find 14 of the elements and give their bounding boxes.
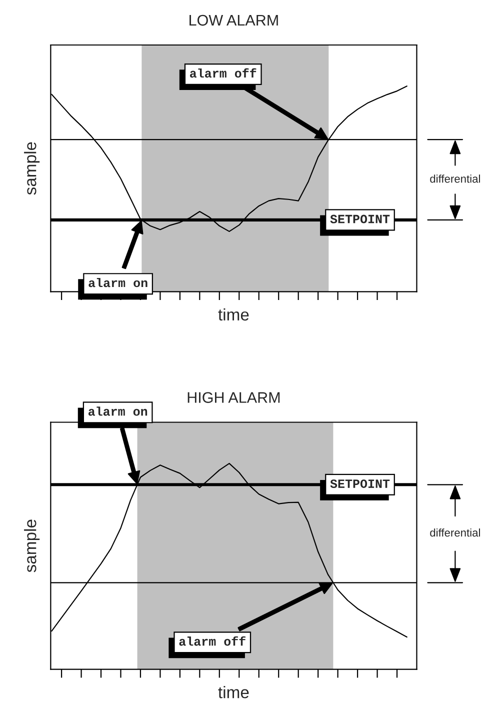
chart-title: LOW ALARM bbox=[190, 14, 278, 26]
ref-line-label: SETPOINT bbox=[330, 480, 390, 488]
chart-title: HIGH ALARM bbox=[188, 392, 280, 403]
annotation: alarm off bbox=[179, 636, 246, 646]
text: alarm off bbox=[190, 68, 256, 78]
ref-line-label: SETPOINT bbox=[330, 214, 390, 224]
text: alarm on bbox=[88, 406, 148, 416]
y-axis-title: sample bbox=[24, 142, 40, 195]
annotation: alarm on bbox=[88, 278, 148, 288]
text: differential bbox=[430, 528, 480, 537]
text: differential bbox=[430, 174, 480, 183]
x-axis-title: time bbox=[218, 308, 249, 321]
y-axis-title: sample bbox=[24, 520, 40, 572]
x-axis-title: time bbox=[218, 686, 249, 698]
